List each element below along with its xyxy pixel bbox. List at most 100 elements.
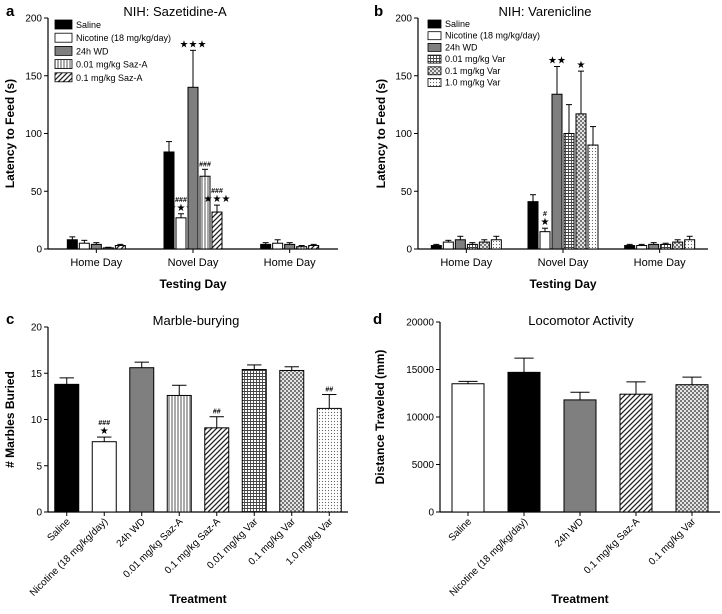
x-axis-label: Treatment: [551, 592, 608, 606]
y-tick-label: 5000: [412, 460, 435, 471]
bar: [284, 243, 296, 250]
significance-label: ##: [213, 409, 221, 416]
bar: [507, 371, 541, 513]
bar: [308, 245, 320, 250]
chart-title: Locomotor Activity: [528, 313, 634, 328]
bar: [163, 151, 175, 250]
bar: [563, 133, 575, 250]
y-tick-label: 0: [406, 245, 412, 256]
y-tick-label: 50: [31, 187, 43, 198]
bar: [241, 369, 267, 513]
y-tick-label: 20: [31, 323, 43, 334]
y-tick-label: 0: [36, 245, 42, 256]
significance-label: ##: [325, 387, 333, 394]
x-axis-label: Testing Day: [159, 277, 226, 291]
legend-label: Saline: [445, 19, 470, 29]
x-tick-label: 0.1 mg/kg Var: [647, 516, 699, 568]
legend-swatch: [427, 31, 442, 41]
bar: [563, 399, 597, 513]
y-tick-label: 200: [395, 14, 412, 25]
legend-label: 1.0 mg/kg Var: [445, 78, 500, 88]
bar: [187, 86, 199, 250]
panel-label: a: [6, 3, 15, 20]
y-tick-label: 10: [31, 415, 43, 426]
legend-label: Nicotine (18 mg/kg/day): [76, 33, 171, 43]
x-tick-label: Nicotine (18 mg/kg/day): [28, 516, 110, 598]
legend-swatch: [54, 59, 73, 69]
significance-label: ★★: [548, 56, 566, 67]
x-tick-label: Saline: [45, 516, 73, 544]
y-tick-label: 20000: [406, 318, 434, 329]
x-tick-label: Home Day: [264, 257, 316, 269]
bar: [660, 243, 672, 250]
legend-label: 24h WD: [445, 42, 478, 52]
bar: [260, 243, 272, 250]
legend-label: 0.01 mg/kg Saz-A: [76, 60, 148, 70]
bar: [296, 246, 308, 250]
x-tick-label: Home Day: [70, 257, 122, 269]
bar: [551, 93, 563, 250]
legend-swatch: [427, 78, 442, 87]
x-axis-label: Treatment: [169, 592, 226, 606]
bar: [539, 231, 551, 250]
legend-swatch: [427, 54, 442, 64]
panel-d: d Locomotor Activity 0 5000 10000 15000 20000 D…: [373, 311, 720, 606]
bar: [648, 243, 660, 250]
x-tick-label: 0.1 mg/kg Saz-A: [582, 516, 642, 576]
bar: [675, 384, 709, 513]
x-axis-label: Testing Day: [529, 277, 596, 291]
bar: [316, 407, 342, 513]
bar: [684, 239, 696, 250]
bar: [102, 247, 114, 250]
bar: [636, 245, 648, 250]
y-axis-label: Latency to Feed (s): [3, 79, 17, 188]
y-tick-label: 200: [25, 14, 42, 25]
legend-swatch: [54, 19, 73, 30]
significance-label: ###: [199, 161, 211, 168]
y-tick-label: 100: [395, 129, 412, 140]
legend-label: 0.01 mg/kg Var: [445, 54, 505, 64]
significance-label: ★★★: [204, 194, 231, 205]
y-tick-label: 10000: [406, 413, 434, 424]
significance-label: ★: [541, 217, 550, 228]
legend-label: 24h WD: [76, 46, 109, 56]
bar: [91, 441, 117, 513]
y-axis-label: # Marbles Buried: [3, 371, 17, 468]
bar: [619, 393, 653, 513]
bar: [575, 113, 587, 250]
legend-swatch: [427, 19, 442, 29]
significance-label: ###: [175, 197, 187, 204]
y-axis-label: Distance Traveled (mm): [373, 350, 387, 485]
x-tick-label: Home Day: [634, 257, 686, 269]
x-tick-label: Saline: [447, 516, 475, 544]
y-tick-label: 50: [401, 187, 413, 198]
legend-swatch: [54, 32, 73, 43]
bar: [527, 201, 539, 250]
chart-title: Marble-burying: [153, 313, 240, 328]
bar: [90, 243, 102, 250]
bar: [66, 239, 78, 250]
bar: [466, 243, 478, 250]
y-tick-label: 5: [36, 461, 42, 472]
panel-b: b NIH: Varenicline 0 50 100 150 200 Latency to …: [374, 3, 708, 291]
bar: [672, 241, 684, 250]
legend: Saline Nicotine (18 mg/kg/day) 24h WD 0.01 …: [54, 19, 171, 83]
y-tick-label: 15: [31, 369, 43, 380]
x-tick-label: 24h WD: [115, 516, 148, 549]
legend-swatch: [54, 72, 73, 83]
bar: [166, 394, 192, 513]
bar: [430, 245, 442, 250]
significance-label: ###: [211, 188, 223, 195]
legend-label: Saline: [76, 20, 101, 30]
panel-a: a NIH: Sazetidine-A 0 50 100 150 200 Latency to…: [3, 3, 338, 291]
chart-title: NIH: Sazetidine-A: [123, 4, 227, 19]
bar: [478, 241, 490, 250]
legend-swatch: [427, 66, 442, 76]
y-tick-label: 0: [36, 508, 42, 519]
bar: [624, 245, 636, 250]
significance-label: ###: [98, 420, 110, 427]
panel-label: d: [373, 311, 382, 328]
y-tick-label: 150: [395, 71, 412, 82]
